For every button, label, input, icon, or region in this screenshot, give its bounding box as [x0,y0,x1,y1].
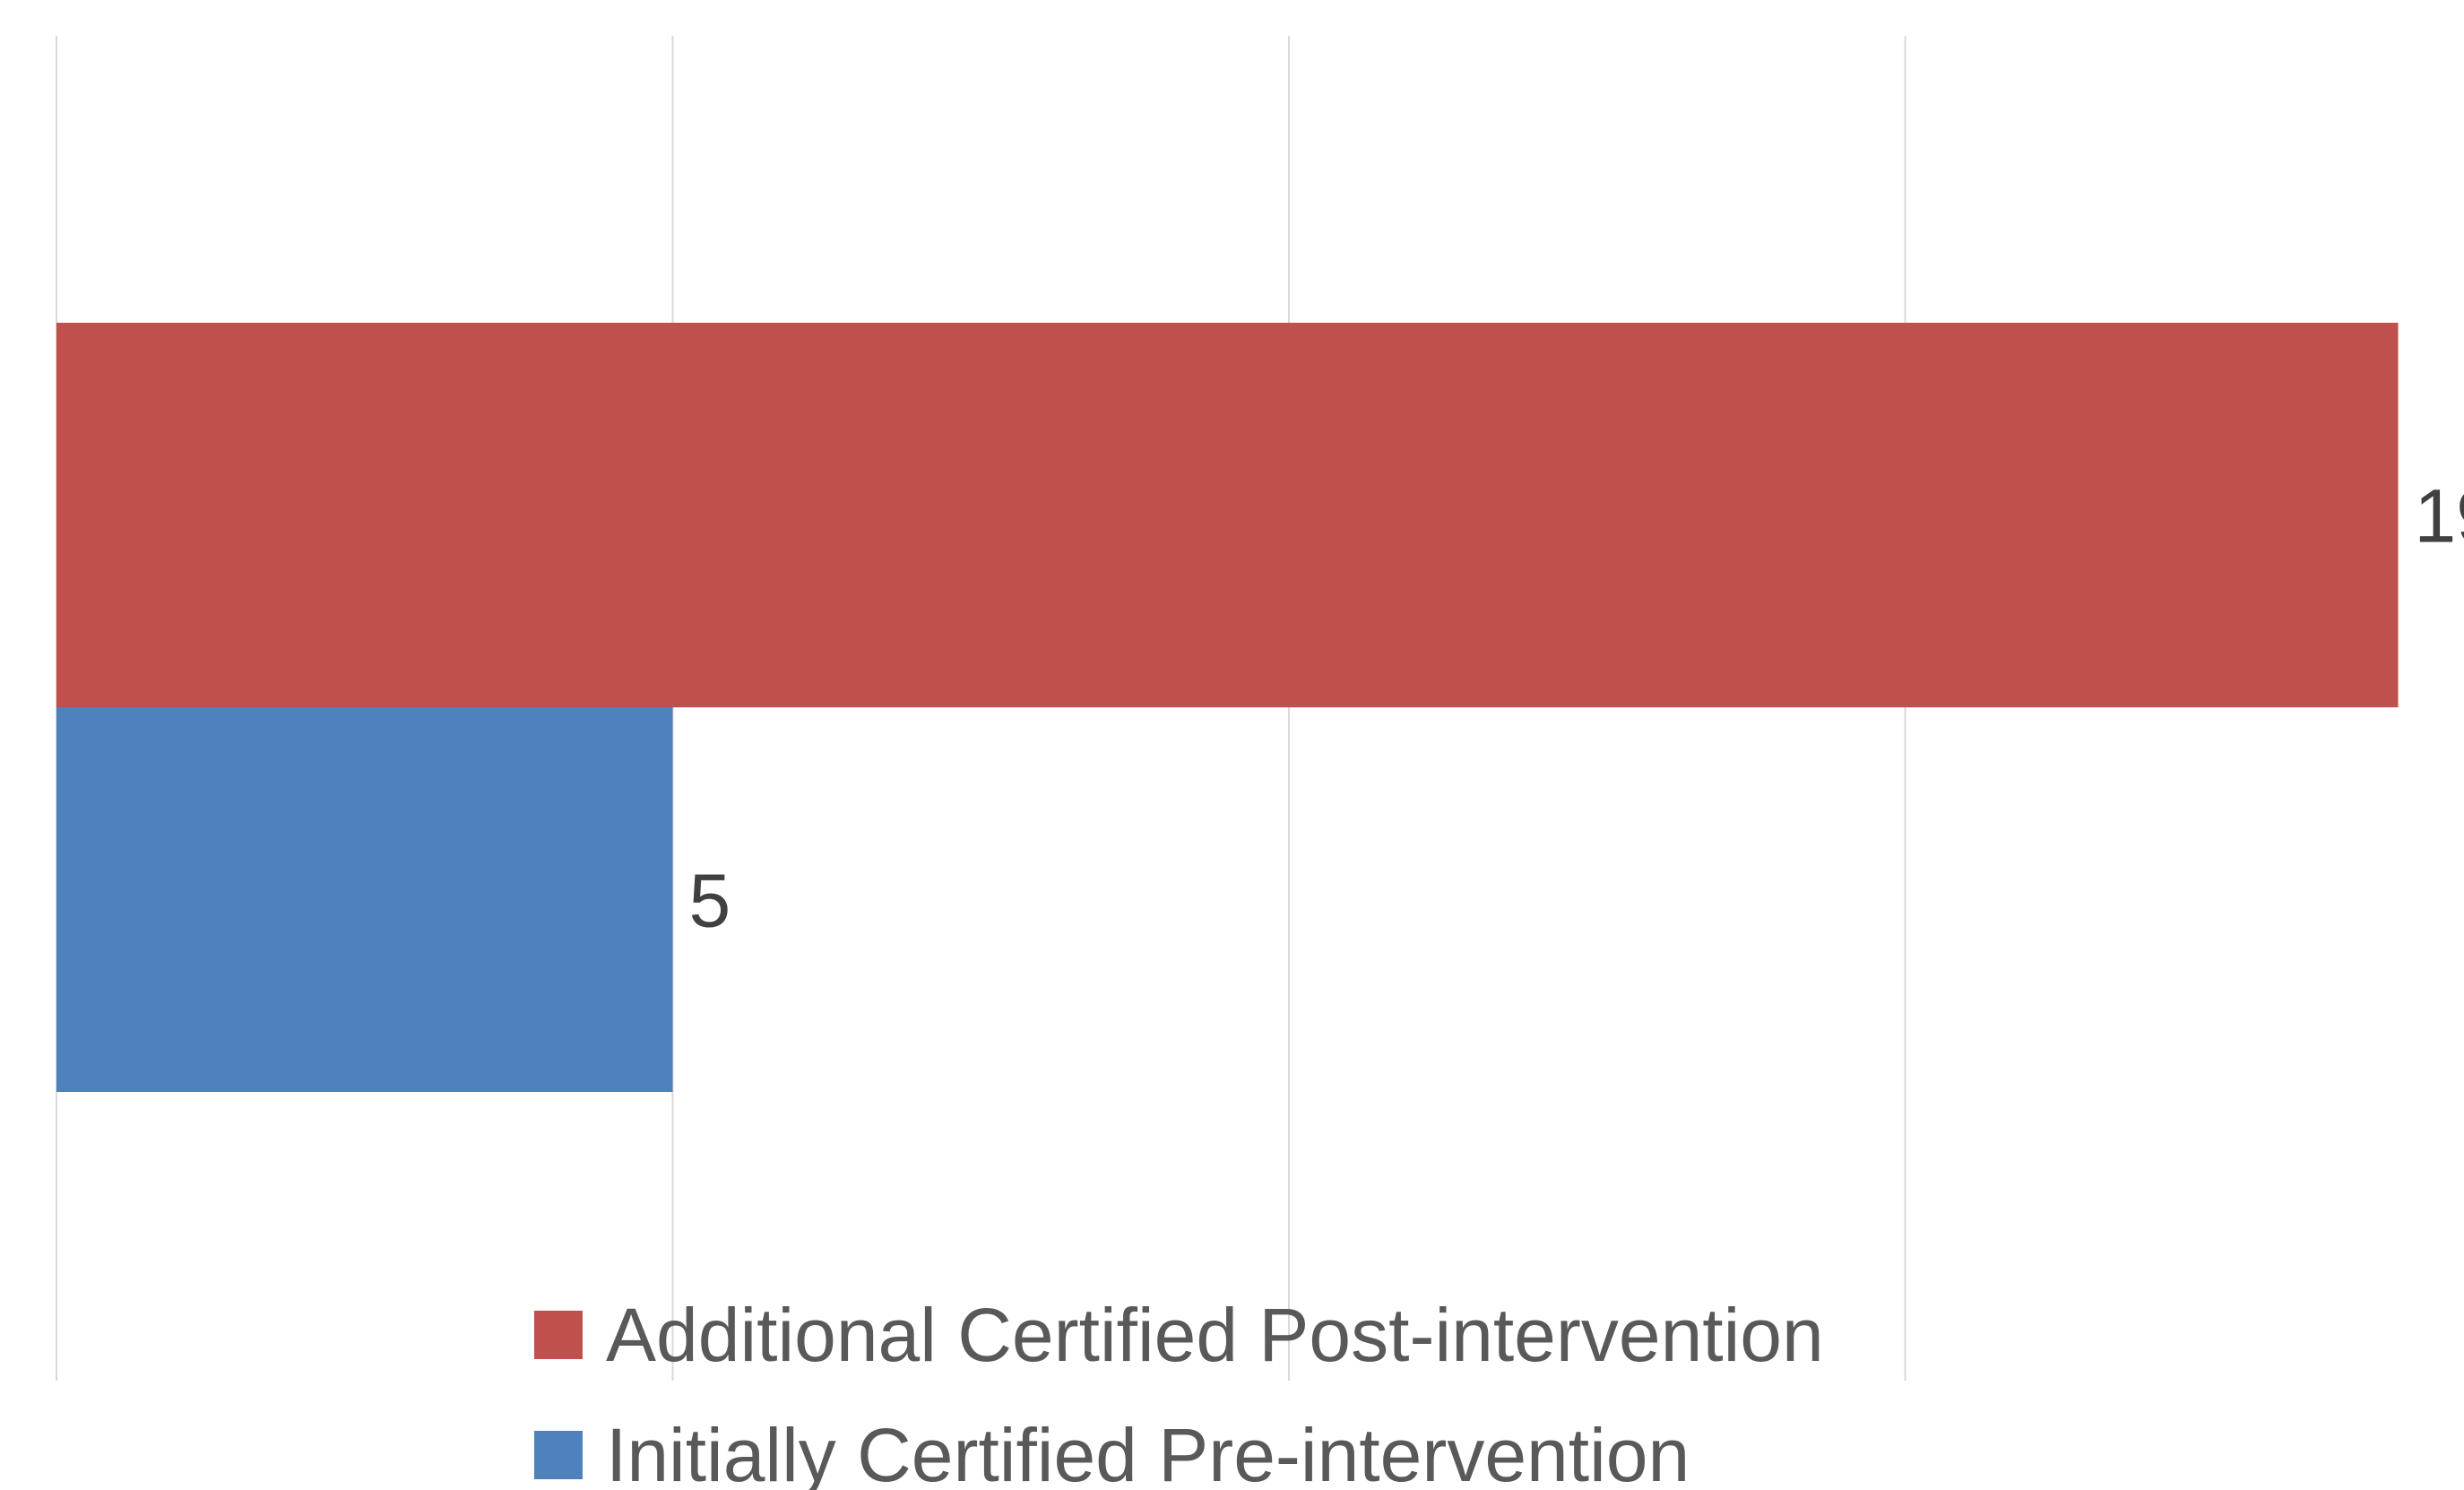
bars [56,323,2399,1092]
legend-swatch [534,1431,583,1479]
data-label: 5 [689,859,731,943]
legend-label: Additional Certified Post-intervention [606,1293,1824,1377]
legend-swatch [534,1311,583,1359]
bar [56,323,2399,707]
data-labels: 19 5 [689,474,2464,943]
bar [56,707,673,1092]
data-label: 19 [2415,474,2464,559]
legend: Additional Certified Post-intervention In… [534,1293,1824,1490]
legend-label: Initially Certified Pre-intervention [606,1413,1690,1490]
